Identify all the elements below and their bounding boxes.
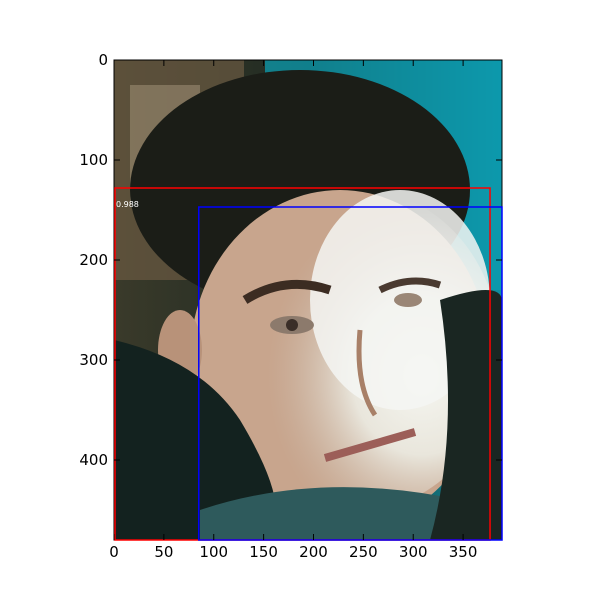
x-tick-label: 0 <box>109 543 119 561</box>
detection-score-label: 0.988 <box>116 200 139 209</box>
x-tick-label: 250 <box>349 543 378 561</box>
x-tick-label: 100 <box>199 543 228 561</box>
y-tick-label: 100 <box>79 151 108 169</box>
photo <box>114 60 502 540</box>
y-tick-label: 400 <box>79 451 108 469</box>
ground-truth-box <box>198 206 503 541</box>
x-tick-label: 200 <box>299 543 328 561</box>
annotation-boxes: 0.988 <box>114 187 503 541</box>
x-tick-label: 300 <box>399 543 428 561</box>
y-tick-label: 0 <box>98 51 108 69</box>
y-tick-label: 200 <box>79 251 108 269</box>
axis-ticks: 0 50 100 150 200 250 300 350 0 100 200 300 400 <box>79 51 502 561</box>
x-tick-label: 50 <box>154 543 173 561</box>
x-tick-label: 350 <box>449 543 478 561</box>
y-tick-label: 300 <box>79 351 108 369</box>
x-tick-label: 150 <box>249 543 278 561</box>
